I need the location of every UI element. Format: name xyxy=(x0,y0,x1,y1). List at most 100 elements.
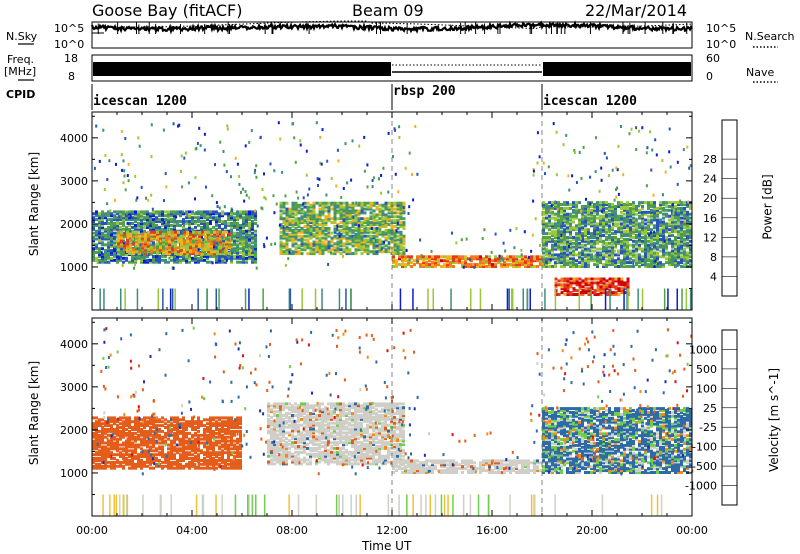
data-cell xyxy=(357,244,361,248)
data-cell xyxy=(623,212,626,216)
data-cell xyxy=(683,203,686,206)
data-cell xyxy=(131,428,134,431)
data-cell xyxy=(587,253,590,257)
data-cell xyxy=(427,288,429,310)
data-cell xyxy=(172,266,175,270)
data-cell xyxy=(300,252,304,256)
data-cell xyxy=(254,209,257,213)
data-cell xyxy=(215,258,218,262)
data-cell xyxy=(671,249,674,253)
data-cell xyxy=(176,210,179,214)
data-cell xyxy=(360,232,364,236)
data-cell xyxy=(677,234,680,237)
data-cell xyxy=(225,230,228,234)
data-cell xyxy=(542,265,545,268)
data-cell xyxy=(186,240,189,244)
data-cell xyxy=(216,205,219,208)
data-cell xyxy=(683,241,686,245)
data-cell xyxy=(479,259,482,263)
data-cell xyxy=(662,249,665,253)
data-cell xyxy=(569,232,572,236)
data-cell xyxy=(101,439,104,443)
data-cell xyxy=(309,244,313,248)
data-cell xyxy=(158,258,161,262)
data-cell xyxy=(590,201,593,205)
data-cell xyxy=(375,201,379,205)
data-cell xyxy=(584,224,587,228)
data-cell xyxy=(524,257,527,261)
data-cell xyxy=(461,261,464,265)
data-cell xyxy=(593,208,596,212)
data-cell xyxy=(554,212,557,216)
data-cell xyxy=(333,226,337,230)
data-cell xyxy=(360,221,364,225)
data-cell xyxy=(608,245,611,249)
data-cell xyxy=(449,255,452,259)
data-cell xyxy=(306,228,310,232)
data-cell xyxy=(260,206,263,210)
data-cell xyxy=(609,288,611,310)
data-cell xyxy=(590,257,593,261)
data-cell xyxy=(566,201,569,205)
data-cell xyxy=(282,232,286,236)
data-cell xyxy=(560,241,563,245)
data-cell xyxy=(227,214,230,218)
data-cell xyxy=(138,240,141,244)
data-cell xyxy=(189,250,192,254)
data-cell xyxy=(399,246,403,250)
data-cell xyxy=(393,215,397,219)
data-cell xyxy=(306,225,310,228)
data-cell xyxy=(146,433,149,437)
data-cell xyxy=(135,244,138,248)
data-cell xyxy=(189,234,192,238)
data-cell xyxy=(218,212,221,216)
data-cell xyxy=(397,190,400,194)
data-cell xyxy=(596,259,599,263)
data-cell xyxy=(581,289,585,293)
data-cell xyxy=(560,216,563,220)
data-cell xyxy=(113,258,116,262)
data-cell xyxy=(225,258,228,262)
data-cell xyxy=(294,242,298,246)
data-cell xyxy=(390,232,394,236)
data-cell xyxy=(152,256,155,260)
data-cell xyxy=(159,242,162,246)
data-cell xyxy=(318,211,322,215)
data-cell xyxy=(210,242,213,246)
data-cell xyxy=(222,246,225,250)
data-cell xyxy=(596,265,599,268)
data-cell xyxy=(194,225,197,229)
data-cell xyxy=(581,226,584,230)
data-cell xyxy=(163,221,166,224)
data-cell xyxy=(110,249,113,253)
data-cell xyxy=(674,241,677,245)
data-cell xyxy=(330,251,333,255)
data-cell xyxy=(129,252,132,256)
data-cell xyxy=(230,253,233,256)
data-cell xyxy=(223,205,226,209)
data-cell xyxy=(348,242,352,246)
data-cell xyxy=(207,248,210,252)
data-cell xyxy=(575,283,579,287)
data-cell xyxy=(122,420,125,424)
data-cell xyxy=(351,219,355,223)
data-cell xyxy=(125,433,128,437)
data-cell xyxy=(554,226,557,230)
data-cell xyxy=(641,206,644,210)
data-cell xyxy=(581,245,584,249)
data-cell xyxy=(665,228,668,232)
data-cell xyxy=(282,242,286,246)
data-cell xyxy=(548,239,551,243)
data-cell xyxy=(551,201,554,205)
data-cell xyxy=(92,231,95,235)
data-cell xyxy=(119,431,122,435)
data-cell xyxy=(200,227,203,231)
data-cell xyxy=(251,245,254,249)
data-cell xyxy=(680,261,683,265)
data-cell xyxy=(548,257,551,261)
data-cell xyxy=(641,249,644,253)
data-cell xyxy=(233,216,236,220)
data-cell xyxy=(354,248,358,252)
data-cell xyxy=(566,259,569,263)
data-cell xyxy=(584,220,587,224)
